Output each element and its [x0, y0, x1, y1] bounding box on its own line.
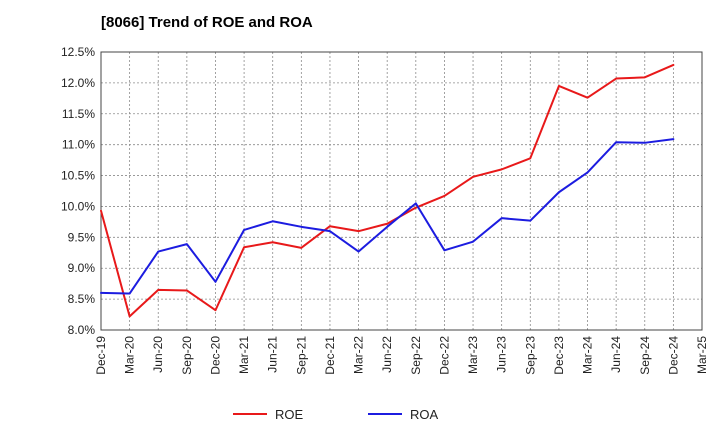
series-line-roa — [100, 138, 675, 295]
x-tick-label: Sep-20 — [180, 336, 194, 375]
legend: ROE ROA — [233, 407, 439, 422]
x-tick-label: Mar-25 — [695, 336, 709, 374]
legend-label-roe: ROE — [275, 407, 304, 422]
grid-layer — [100, 51, 703, 331]
y-tick-label: 11.5% — [62, 107, 95, 121]
y-tick-label: 12.5% — [61, 45, 95, 59]
y-tick-label: 10.5% — [61, 169, 95, 183]
x-tick-label: Mar-23 — [466, 336, 480, 374]
x-tick-label: Jun-22 — [380, 336, 394, 373]
x-tick-label: Dec-19 — [94, 336, 108, 375]
x-tick-label: Jun-20 — [151, 336, 165, 373]
y-tick-label: 11.0% — [62, 138, 95, 152]
x-tick-label: Sep-22 — [409, 336, 423, 375]
axis-layer: 8.0% 8.5% 9.0% 9.5% 10.0% 10.5% 11.0% 11.5% 12.0… — [61, 45, 709, 375]
x-tick-label: Sep-21 — [294, 336, 308, 375]
x-tick-label: Jun-24 — [609, 336, 623, 373]
x-tick-label: Dec-20 — [208, 336, 222, 375]
x-tick-label: Dec-24 — [666, 336, 680, 375]
x-tick-label: Mar-21 — [237, 336, 251, 374]
x-tick-label: Dec-22 — [437, 336, 451, 375]
x-tick-label: Jun-21 — [266, 336, 280, 373]
plot-border — [100, 51, 703, 331]
y-tick-label: 12.0% — [61, 76, 95, 90]
plot-area — [101, 52, 702, 330]
x-tick-label: Sep-24 — [638, 336, 652, 375]
x-tick-label: Mar-20 — [123, 336, 137, 374]
y-tick-label: 8.5% — [68, 292, 96, 306]
series-line-roe — [100, 63, 675, 318]
x-tick-label: Mar-22 — [352, 336, 366, 374]
y-tick-label: 10.0% — [61, 199, 95, 213]
y-tick-label: 8.0% — [68, 323, 96, 337]
x-tick-label: Jun-23 — [495, 336, 509, 373]
series-layer — [100, 63, 675, 318]
x-tick-label: Dec-23 — [552, 336, 566, 375]
y-tick-label: 9.5% — [68, 230, 96, 244]
x-tick-label: Dec-21 — [323, 336, 337, 375]
chart-title: [8066] Trend of ROE and ROA — [101, 14, 313, 31]
x-tick-label: Mar-24 — [581, 336, 595, 374]
y-tick-label: 9.0% — [68, 261, 96, 275]
x-tick-label: Sep-23 — [523, 336, 537, 375]
legend-label-roa: ROA — [410, 407, 439, 422]
